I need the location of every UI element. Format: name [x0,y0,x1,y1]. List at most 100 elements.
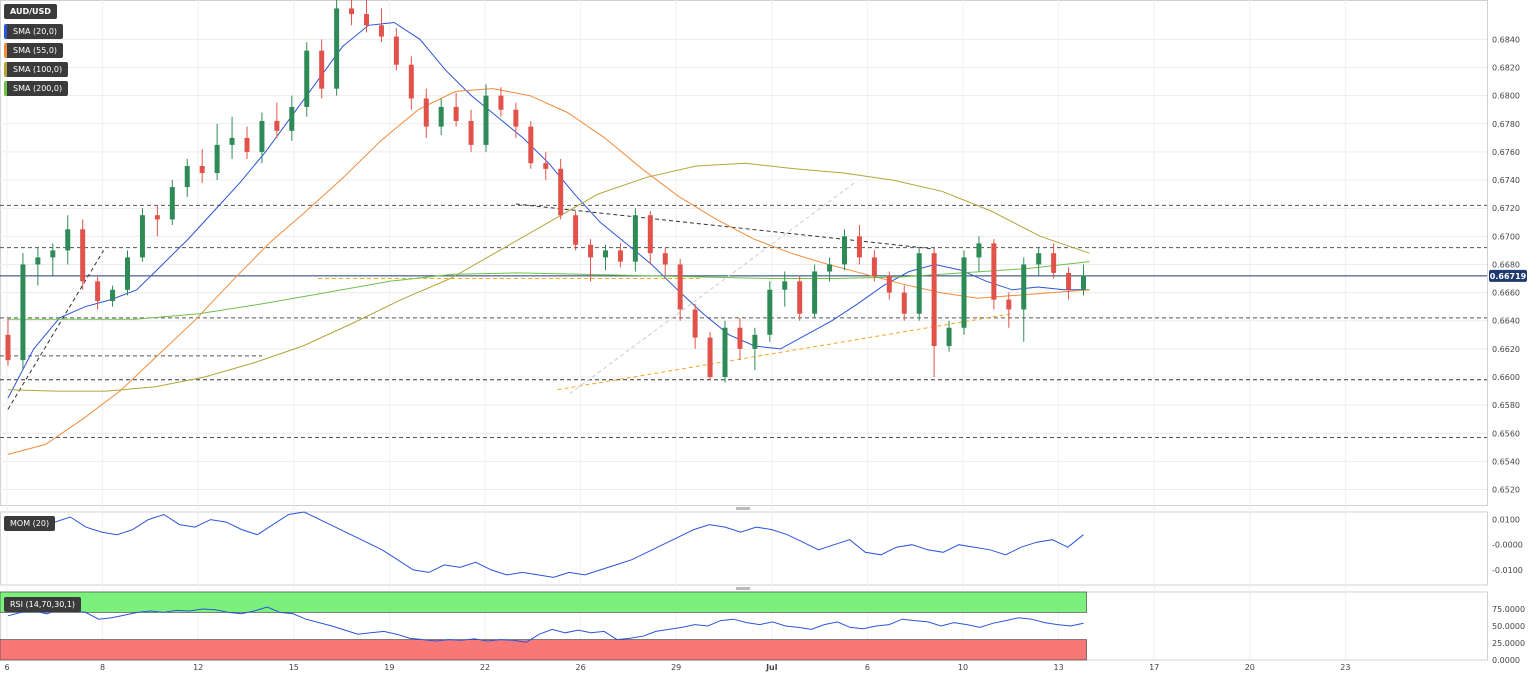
trend-line [569,181,857,395]
price-tick-label: 0.6620 [1492,345,1520,354]
candle-body [214,144,220,174]
candle-body [827,264,833,272]
price-tick-label: 0.6520 [1492,486,1520,495]
candle-body [647,215,653,254]
candle-body [304,50,310,107]
last-price-badge [1489,269,1527,282]
momentum-legend[interactable]: MOM (20) [4,516,56,531]
candle-body [184,165,190,188]
candle-body [782,281,788,290]
candle-body [349,8,355,15]
rsi-tick-label: 0.0000 [1492,656,1520,665]
momentum-tick-label: 0.0100 [1492,516,1520,525]
candle-body [378,25,384,37]
candle-body [797,281,803,314]
time-tick-label: 15 [289,663,299,672]
time-tick-label: Jul [765,663,778,672]
rsi-tick-label: 25.0000 [1492,639,1525,648]
momentum-line [7,511,1084,578]
candle-body [1081,275,1086,290]
indicator-legend-item[interactable]: SMA (55,0) [4,43,64,58]
axes: 0.6840 0.6820 0.6800 0.6780 0.6760 0.6740 0.67… [4,35,1527,672]
candle-body [1006,299,1012,310]
indicator-legend-item[interactable]: SMA (100,0) [4,62,69,77]
candle-body [364,14,369,26]
trend-line [7,250,105,410]
sma-line [8,261,1090,320]
time-tick-label: 23 [1340,663,1350,672]
candle-body [408,64,414,99]
candle-body [35,257,41,265]
rsi-oversold-zone [0,639,1087,661]
trend-line [515,203,935,250]
candle-body [468,120,474,145]
indicator-legend-item[interactable]: SMA (20,0) [4,24,64,39]
horizontal-levels [0,204,1487,438]
candle-body [856,236,862,258]
candle-body [154,215,160,220]
candle-body [752,334,758,349]
candle-body [812,271,818,314]
candle-body [662,253,668,265]
time-tick-label: 8 [100,663,105,672]
time-tick-label: 17 [1149,663,1159,672]
time-tick-label: 6 [4,663,9,672]
candle-body [961,257,967,328]
candle-body [573,215,579,245]
candle-body [916,253,922,314]
time-tick-label: 29 [671,663,681,672]
rsi-legend[interactable]: RSI (14,70,30,1) [4,597,82,612]
time-tick-label: 19 [384,663,394,672]
price-tick-label: 0.6720 [1492,204,1520,213]
candlesticks [5,0,1086,383]
time-tick-label: 22 [480,663,490,672]
candle-body [319,50,325,89]
candle-body [65,229,71,251]
price-tick-label: 0.6820 [1492,64,1520,73]
main-pane-border [0,0,1488,506]
candle-body [20,264,26,361]
rsi-tick-label: 50.0000 [1492,622,1525,631]
candle-body [976,243,982,258]
time-tick-label: 26 [576,663,586,672]
candle-body [528,126,534,164]
price-tick-label: 0.6680 [1492,260,1520,269]
indicator-legend-item[interactable]: SMA (200,0) [4,81,69,96]
time-tick-label: 13 [1054,663,1064,672]
candle-body [558,168,564,216]
candle-body [483,95,489,145]
momentum-tick-label: -0.0000 [1492,541,1523,550]
candle-body [423,98,429,127]
candle-body [453,106,459,121]
price-tick-label: 0.6600 [1492,373,1520,382]
price-tick-label: 0.6840 [1492,35,1520,44]
candle-body [946,327,952,347]
time-tick-label: 20 [1245,663,1255,672]
candle-body [767,289,773,335]
price-tick-label: 0.6780 [1492,120,1520,129]
momentum-tick-label: -0.0100 [1492,566,1523,575]
candle-body [5,334,11,361]
price-tick-label: 0.6560 [1492,429,1520,438]
moving-averages [7,21,1090,455]
rsi-tick-label: 75.0000 [1492,605,1525,614]
candle-body [1051,253,1057,273]
candle-body [95,281,101,302]
candle-body [259,120,265,152]
candle-body [842,236,847,265]
sma-line [7,162,1090,392]
price-tick-label: 0.6540 [1492,457,1520,466]
momentum-pane-border [0,511,1488,586]
candle-body [393,36,399,65]
candle-body [50,250,56,258]
candle-body [737,327,743,349]
candle-body [901,292,907,314]
symbol-label[interactable]: AUD/USD [4,4,57,19]
time-tick-label: 12 [193,663,203,672]
price-tick-label: 0.6660 [1492,289,1520,298]
candle-body [991,243,997,300]
price-tick-label: 0.6700 [1492,232,1520,241]
sma-line [7,21,1090,399]
